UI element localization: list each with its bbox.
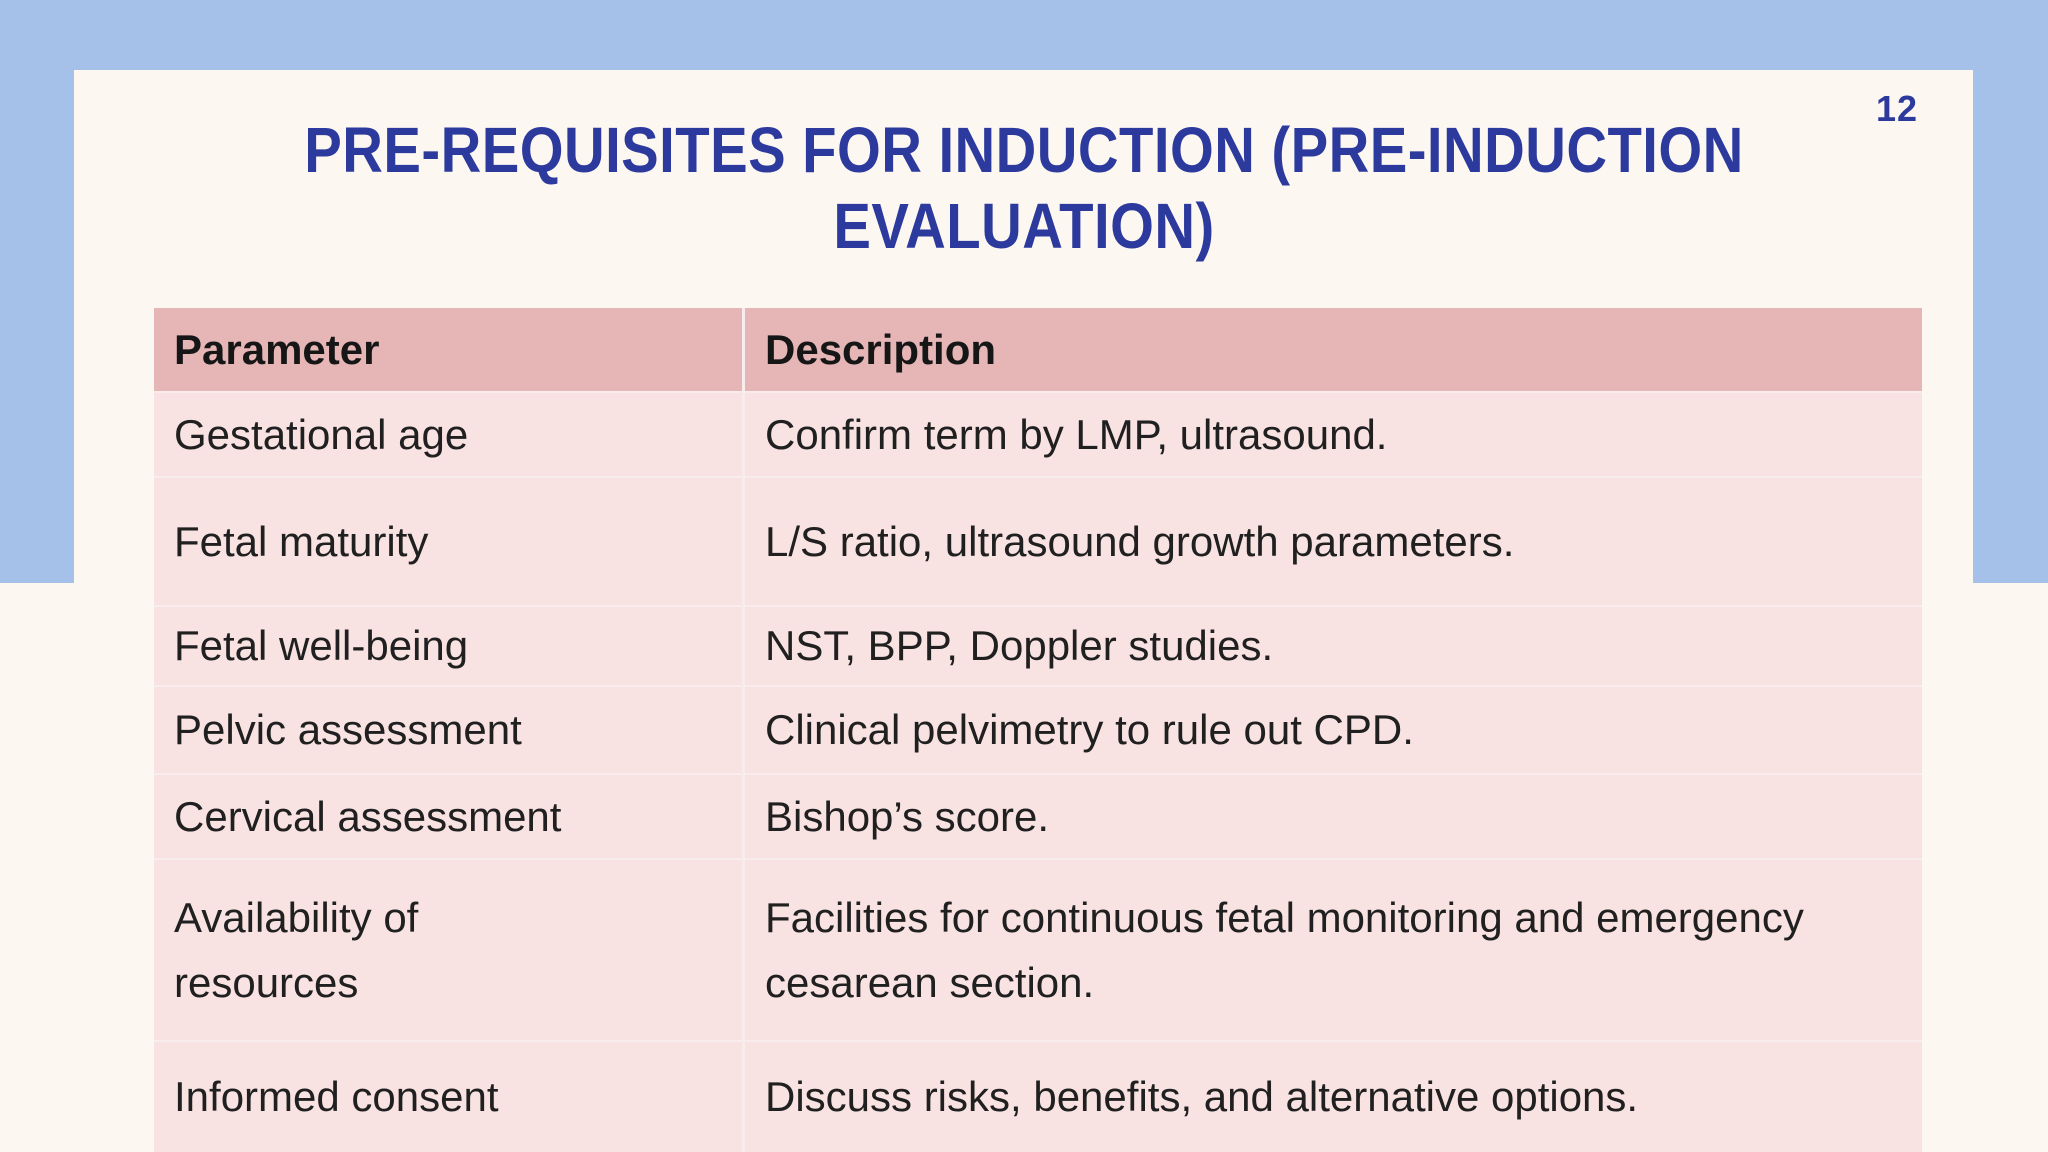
- frame-left-band: [0, 0, 74, 583]
- parameter-text: Fetal maturity: [174, 517, 429, 565]
- description-text: Clinical pelvimetry to rule out CPD.: [765, 706, 1414, 754]
- description-text: Facilities for continuous fetal monitori…: [765, 893, 1804, 1006]
- frame-right-band: [1973, 0, 2048, 583]
- page-title: PRE-REQUISITES FOR INDUCTION (PRE-INDUCT…: [120, 112, 1928, 264]
- parameter-text: Availability of resources: [174, 893, 419, 1006]
- parameter-cell: Fetal well-being: [154, 607, 742, 685]
- table-row: Informed consent Discuss risks, benefits…: [154, 1042, 1922, 1152]
- description-cell: NST, BPP, Doppler studies.: [742, 607, 1922, 685]
- parameter-text: Fetal well-being: [174, 622, 469, 670]
- description-cell: Discuss risks, benefits, and alternative…: [742, 1042, 1922, 1152]
- description-text: NST, BPP, Doppler studies.: [765, 622, 1274, 670]
- pre-induction-evaluation-table: Parameter Description Gestational age Co…: [154, 308, 1922, 1152]
- description-text: Bishop’s score.: [765, 792, 1050, 840]
- description-cell: Bishop’s score.: [742, 775, 1922, 858]
- parameter-text: Informed consent: [174, 1073, 499, 1121]
- table-row: Cervical assessment Bishop’s score.: [154, 775, 1922, 860]
- table-row: Availability of resources Facilities for…: [154, 860, 1922, 1042]
- table-row: Fetal well-being NST, BPP, Doppler studi…: [154, 607, 1922, 687]
- description-text: Confirm term by LMP, ultrasound.: [765, 410, 1388, 458]
- description-cell: L/S ratio, ultrasound growth parameters.: [742, 478, 1922, 605]
- page-number: 12: [1875, 88, 1918, 129]
- column-header-parameter-label: Parameter: [174, 325, 380, 373]
- parameter-cell: Availability of resources: [154, 860, 742, 1040]
- description-text: Discuss risks, benefits, and alternative…: [765, 1073, 1639, 1121]
- parameter-cell: Fetal maturity: [154, 478, 742, 605]
- description-cell: Clinical pelvimetry to rule out CPD.: [742, 687, 1922, 773]
- parameter-text: Cervical assessment: [174, 792, 562, 840]
- column-header-description-label: Description: [765, 325, 997, 373]
- column-header-description: Description: [742, 308, 1922, 391]
- parameter-cell: Informed consent: [154, 1042, 742, 1152]
- parameter-text: Pelvic assessment: [174, 706, 522, 754]
- column-header-parameter: Parameter: [154, 308, 742, 391]
- parameter-text: Gestational age: [174, 410, 469, 458]
- description-text: L/S ratio, ultrasound growth parameters.: [765, 517, 1515, 565]
- parameter-cell: Cervical assessment: [154, 775, 742, 858]
- page-title-line-1: PRE-REQUISITES FOR INDUCTION (PRE-INDUCT…: [304, 114, 1744, 186]
- parameter-cell: Gestational age: [154, 393, 742, 476]
- table-row: Gestational age Confirm term by LMP, ult…: [154, 393, 1922, 478]
- description-cell: Confirm term by LMP, ultrasound.: [742, 393, 1922, 476]
- description-cell: Facilities for continuous fetal monitori…: [742, 860, 1922, 1040]
- page-title-line-2: EVALUATION): [833, 190, 1215, 262]
- parameter-cell: Pelvic assessment: [154, 687, 742, 773]
- table-header-row: Parameter Description: [154, 308, 1922, 393]
- table-row: Pelvic assessment Clinical pelvimetry to…: [154, 687, 1922, 775]
- table-row: Fetal maturity L/S ratio, ultrasound gro…: [154, 478, 1922, 607]
- frame-top-band: [0, 0, 2048, 70]
